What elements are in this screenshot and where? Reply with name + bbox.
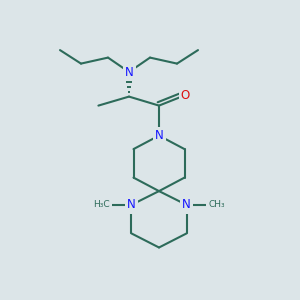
Text: CH₃: CH₃	[208, 200, 225, 209]
Text: N: N	[154, 129, 164, 142]
Text: O: O	[181, 88, 190, 102]
Text: N: N	[182, 198, 191, 212]
Text: H₃C: H₃C	[93, 200, 110, 209]
Text: N: N	[127, 198, 136, 212]
Text: N: N	[124, 65, 134, 79]
